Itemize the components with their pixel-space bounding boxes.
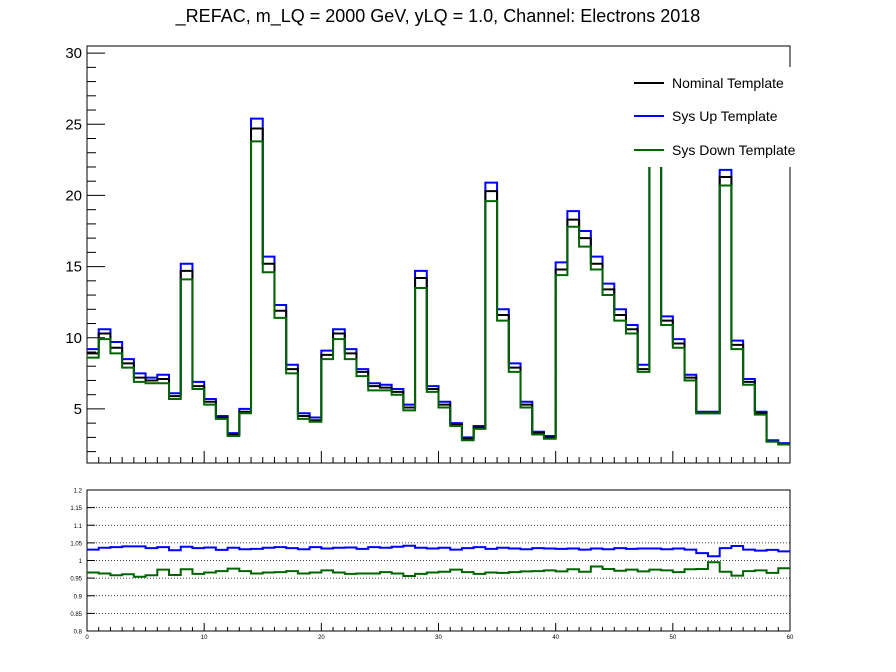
x-tick-label: 60 xyxy=(787,635,794,641)
y-tick-label: 1.15 xyxy=(70,506,82,512)
x-tick-label: 50 xyxy=(669,635,676,641)
ratio-panel: 0.8 0.85 0.9 0.95 1 1.05 1.1 1.15 1.2 0 10 20 30 40 50… xyxy=(70,489,794,642)
x-tick-label: 30 xyxy=(435,635,442,641)
x-tick-label: 20 xyxy=(318,635,325,641)
series-line-sys-down-template xyxy=(87,109,790,446)
y-tick-label: 15 xyxy=(65,259,82,276)
y-tick-label: 1.2 xyxy=(74,489,83,495)
chart-title: _REFAC, m_LQ = 2000 GeV, yLQ = 1.0, Chan… xyxy=(175,6,701,27)
y-tick-label: 1.05 xyxy=(70,541,82,547)
y-tick-label: 0.8 xyxy=(74,630,83,636)
x-tick-label: 0 xyxy=(85,635,89,641)
y-tick-label: 25 xyxy=(65,116,82,133)
legend-entry-label: Nominal Template xyxy=(672,75,784,91)
y-tick-label: 0.85 xyxy=(70,612,82,618)
y-tick-label: 30 xyxy=(65,45,82,62)
y-tick-label: 5 xyxy=(74,401,82,418)
ratio-line-sys-up-template xyxy=(87,544,790,558)
legend-entry-label: Sys Up Template xyxy=(672,108,778,124)
x-tick-label: 10 xyxy=(201,635,208,641)
y-tick-label: 20 xyxy=(65,187,82,204)
y-tick-label: 0.95 xyxy=(70,577,82,583)
y-tick-label: 0.9 xyxy=(74,594,83,600)
main-panel: 5 10 15 20 25 30 xyxy=(65,45,791,464)
y-tick-label: 1 xyxy=(79,559,83,565)
ratio-line-sys-down-template xyxy=(87,561,790,578)
legend: Nominal Template Sys Up Template Sys Down … xyxy=(622,67,796,167)
y-tick-label: 10 xyxy=(65,330,82,347)
x-tick-label: 40 xyxy=(552,635,559,641)
legend-entry-label: Sys Down Template xyxy=(672,142,796,158)
y-tick-label: 1.1 xyxy=(74,524,83,530)
